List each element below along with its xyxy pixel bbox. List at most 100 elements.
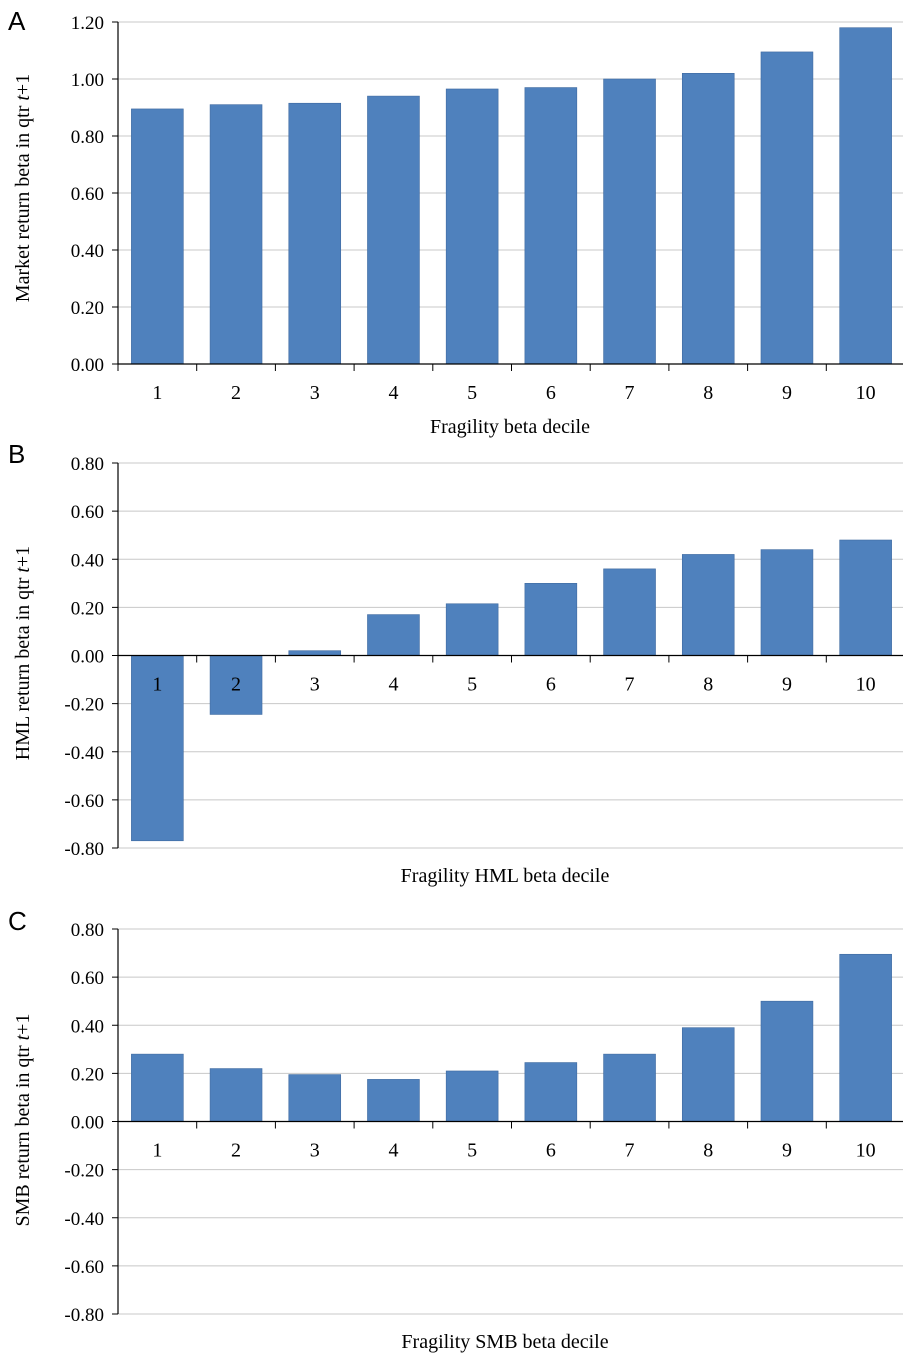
panel-a-category-label: 3: [310, 382, 320, 404]
panel-a-y-axis-title: Market return beta in qtr t+1: [12, 74, 34, 302]
panel-c-category-label: 10: [856, 1140, 876, 1162]
panel-c-y-axis-title: SMB return beta in qtr t+1: [12, 1014, 34, 1227]
panel-b-y-tick-label: 0.40: [71, 550, 104, 571]
panel-c-letter: C: [8, 906, 27, 936]
panel-b-yticks: -0.80 -0.60 -0.40 -0.20 0.00 0.20 0.40 0.60 0.80: [64, 454, 118, 860]
panel-c-y-axis-title-main: SMB return beta in qtr: [12, 1040, 34, 1226]
panel-c-y-tick-label: 0.80: [71, 920, 104, 941]
panel-b-y-tick-label: 0.00: [71, 647, 104, 668]
panel-c-axis: [117, 929, 903, 1314]
panel-a-bar-7: [603, 78, 656, 365]
panel-b-category-label: 7: [625, 674, 635, 696]
panel-a-y-tick-label: 0.20: [71, 298, 104, 319]
panel-c-y-tick-label: -0.60: [64, 1257, 104, 1278]
panel-c-y-tick-label: -0.40: [64, 1209, 104, 1230]
panel-b-y-tick-label: 0.60: [71, 502, 104, 523]
panel-a-y-tick-label: 1.20: [71, 13, 104, 34]
panel-a-y-tick-label: 0.60: [71, 184, 104, 205]
panel-b-category-label: 3: [310, 674, 320, 696]
panel-b-y-tick-label: -0.20: [64, 695, 104, 716]
panel-a-bar-5: [445, 88, 499, 365]
panel-b-category-label: 5: [467, 674, 477, 696]
panel-c-y-tick-label: -0.20: [64, 1161, 104, 1182]
panel-b-bar-8: [681, 554, 735, 656]
panel-c: C -0.80 -0.60 -0.40 -0.20 0.00 0.20 0.40 0.60 0.…: [8, 906, 903, 1353]
panel-c-yticks: -0.80 -0.60 -0.40 -0.20 0.00 0.20 0.40 0.60 0.80: [64, 920, 118, 1326]
panel-b-bar-2: [209, 655, 263, 715]
panel-c-y-tick-label: -0.80: [64, 1305, 104, 1326]
panel-c-bar-4: [367, 1079, 420, 1122]
panel-c-category-label: 3: [310, 1140, 320, 1162]
panel-c-bar-5: [445, 1070, 499, 1122]
panel-a-y-tick-label: 0.00: [71, 355, 104, 376]
panel-a-bars: [131, 27, 892, 365]
panel-b-y-axis-title-main: HML return beta in qtr: [12, 573, 34, 761]
panel-a-x-axis-title: Fragility beta decile: [430, 416, 590, 438]
panel-c-category-label: 5: [467, 1140, 477, 1162]
panel-a-category-label: 5: [467, 382, 477, 404]
panel-a-category-label: 8: [703, 382, 713, 404]
panel-b-bar-5: [445, 603, 499, 656]
panel-a-bar-3: [288, 102, 342, 365]
panel-b-x-axis-title: Fragility HML beta decile: [401, 865, 610, 887]
panel-c-category-label: 6: [546, 1140, 556, 1162]
panel-b-y-tick-label: 0.80: [71, 454, 104, 475]
panel-a-category-label: 2: [231, 382, 241, 404]
panel-c-bars: [131, 953, 892, 1122]
panel-c-y-tick-label: 0.40: [71, 1016, 104, 1037]
panel-c-bar-9: [760, 1000, 814, 1122]
panel-a-y-tick-label: 1.00: [71, 70, 104, 91]
panel-a-bar-8: [681, 73, 735, 365]
panel-b-categories: 1 2 3 4 5 6 7 8 9 10: [152, 674, 875, 696]
panel-a-yticks: 0.00 0.20 0.40 0.60 0.80 1.00 1.20: [71, 13, 118, 376]
panel-a-categories: 1 2 3 4 5 6 7 8 9 10: [152, 382, 875, 404]
panel-c-bar-6: [524, 1062, 578, 1122]
panel-a-letter: A: [8, 6, 26, 36]
panel-b-bar-1: [131, 655, 184, 842]
panel-a-y-axis-title-tail: +1: [12, 74, 34, 95]
panel-a-bar-1: [131, 108, 184, 365]
panel-c-category-label: 8: [703, 1140, 713, 1162]
panel-b-y-tick-label: -0.80: [64, 839, 104, 860]
panel-b-y-axis-title-tail: +1: [12, 546, 34, 567]
panel-b-axis: [117, 463, 903, 848]
panel-a-bar-4: [367, 95, 420, 365]
panel-a-bar-2: [209, 104, 263, 365]
panel-c-category-label: 1: [152, 1140, 162, 1162]
panel-c-bar-1: [131, 1053, 184, 1122]
panel-c-x-axis-title: Fragility SMB beta decile: [401, 1331, 608, 1353]
panel-b-bar-10: [839, 539, 892, 656]
panel-a-bar-6: [524, 87, 578, 365]
panel-b-category-label: 10: [856, 674, 876, 696]
panel-b-bar-7: [603, 568, 656, 656]
panel-c-bar-2: [209, 1068, 263, 1122]
panel-b-bar-3: [288, 650, 342, 656]
panel-c-bar-3: [288, 1074, 342, 1122]
panel-a-bar-9: [760, 51, 814, 365]
panel-b-category-label: 8: [703, 674, 713, 696]
panel-a-y-axis-title-main: Market return beta in qtr: [12, 101, 34, 303]
panel-b-y-tick-label: -0.60: [64, 791, 104, 812]
panel-b-bar-9: [760, 549, 814, 656]
panel-a-y-tick-label: 0.40: [71, 241, 104, 262]
panel-c-categories: 1 2 3 4 5 6 7 8 9 10: [152, 1140, 875, 1162]
panel-b-y-axis-title: HML return beta in qtr t+1: [12, 546, 34, 760]
panel-a-bar-10: [839, 27, 892, 365]
panel-a-y-axis-title-italic: t: [12, 95, 34, 101]
panel-a-y-tick-label: 0.80: [71, 127, 104, 148]
panel-c-bar-10: [839, 953, 892, 1122]
panel-c-y-axis-title-italic: t: [12, 1034, 34, 1040]
panel-c-category-label: 7: [625, 1140, 635, 1162]
panel-b-bar-6: [524, 583, 578, 656]
panel-c-category-label: 9: [782, 1140, 792, 1162]
panel-b-y-axis-title-italic: t: [12, 567, 34, 573]
panel-b-bar-4: [367, 614, 420, 656]
panel-a-category-label: 4: [388, 382, 398, 404]
panel-b-category-label: 9: [782, 674, 792, 696]
panel-a-category-label: 7: [625, 382, 635, 404]
panel-b-category-label: 6: [546, 674, 556, 696]
panel-a-category-label: 6: [546, 382, 556, 404]
panel-b-y-tick-label: -0.40: [64, 743, 104, 764]
panel-c-y-axis-title-tail: +1: [12, 1014, 34, 1035]
